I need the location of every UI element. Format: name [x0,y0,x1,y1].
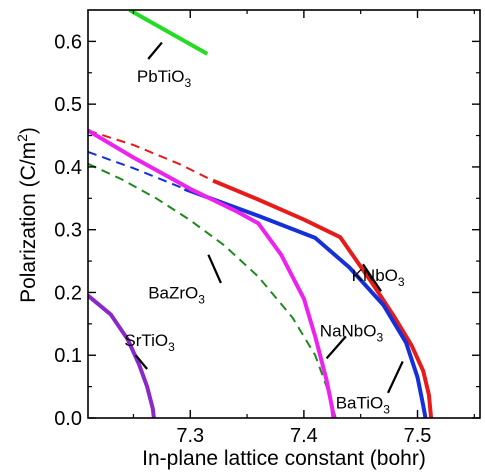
annotation-nanbo3-sub: 3 [376,330,383,344]
y-tick-label: 0.5 [54,94,82,116]
annotation-pbtio3-sub: 3 [184,76,191,90]
annotation-bazro3-leader [207,254,222,284]
y-tick-label: 0.1 [54,345,82,367]
annotation-bazro3-label: BaZrO3 [148,284,205,307]
x-axis-title: In-plane lattice constant (bohr) [142,447,426,470]
annotation-srtio3-sub: 3 [168,340,175,354]
annotation-srtio3-leader [134,354,148,370]
series-knbo3-dashed-line [88,129,214,182]
x-tick-label: 7.3 [176,425,204,447]
axis-ticks: 7.3 7.4 7.5 0.0 0.1 0.2 0.3 0.4 0.5 0.6 [54,10,480,447]
y-axis-title-main: Polarization (C/m [17,142,40,303]
series-srtio3-solid-line [88,294,156,418]
annotation-pbtio3-main: PbTiO [137,67,185,86]
annotation-srtio3-main: SrTiO [124,331,168,350]
annotation-batio3-label: BaTiO3 [336,394,391,417]
series-nanbo3-solid-line [88,128,336,418]
series-bazro3-dashed-line [88,162,337,418]
y-tick-label: 0.4 [54,157,82,179]
annotation-nanbo3-leader [325,335,347,360]
plot-area [88,10,434,418]
annotation-pbtio3-label: PbTiO3 [137,67,192,90]
annotation-bazro3-sub: 3 [198,293,205,307]
annotation-nanbo3-main: NaNbO [320,321,377,340]
x-tick-label: 7.5 [404,425,432,447]
annotation-knbo3-sub: 3 [398,275,405,289]
annotation-knbo3-leader [362,263,383,292]
plot-frame [87,9,481,419]
y-tick-label: 0.3 [54,220,82,242]
y-tick-label: 0.0 [54,408,82,430]
annotation-batio3-leader [387,361,404,394]
y-tick-label: 0.2 [54,282,82,304]
series-pbtio3-solid-line [128,10,209,56]
annotation-nanbo3-label: NaNbO3 [320,321,384,344]
y-axis-title-sup: 2 [14,134,30,142]
annotation-pbtio3-leader [147,41,163,60]
annotation-bazro3-main: BaZrO [148,284,198,303]
series-knbo3-solid-line [212,178,434,418]
annotation-knbo3-main: KNbO [352,266,398,285]
annotation-batio3-sub: 3 [383,403,390,417]
annotation-batio3-main: BaTiO [336,394,384,413]
y-tick-label: 0.6 [54,31,82,53]
series-batio3-solid-line [183,187,428,418]
x-tick-label: 7.4 [290,425,318,447]
annotation-knbo3-label: KNbO3 [352,266,405,289]
y-axis-title: Polarization (C/m2) [14,127,40,303]
annotation-srtio3-label: SrTiO3 [124,331,175,354]
series-batio3-dashed-line [88,150,185,190]
y-axis-title-end: ) [17,127,40,134]
